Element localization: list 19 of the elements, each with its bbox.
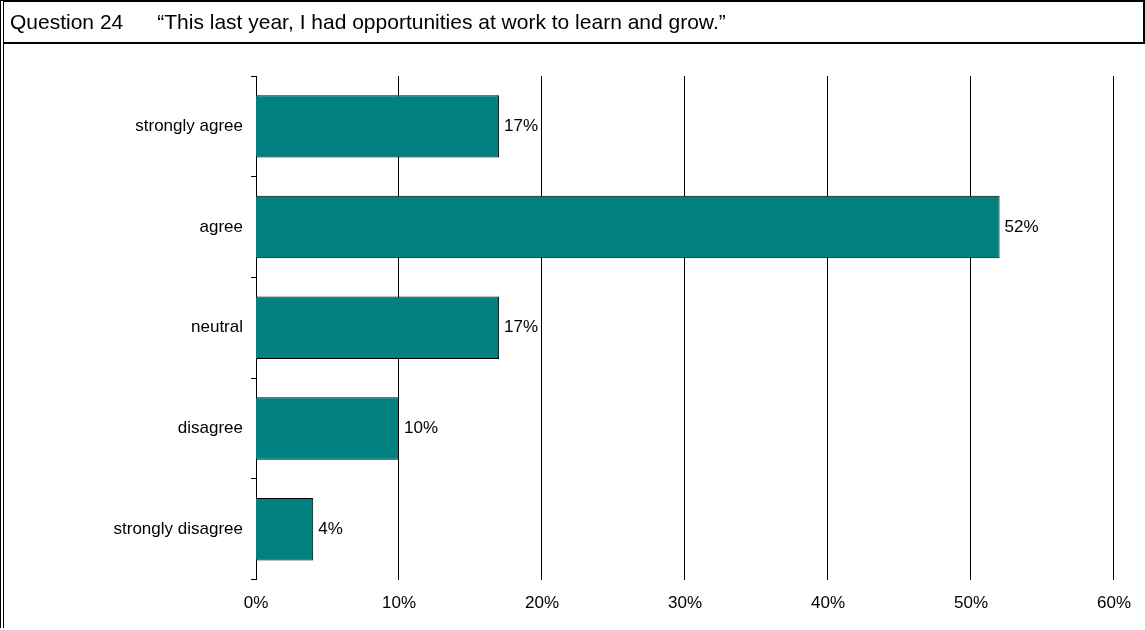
data-label: 17% (504, 116, 539, 136)
data-label: 52% (1004, 216, 1039, 236)
x-tick-label: 0% (243, 593, 269, 613)
x-tick-label: 30% (667, 593, 703, 613)
x-tick-label: 50% (953, 593, 989, 613)
y-tick-label: strongly disagree (113, 518, 243, 538)
x-tick-label: 60% (1096, 593, 1131, 613)
text: Question 24 (10, 10, 124, 33)
y-tick-label: disagree (177, 418, 243, 438)
x-tick-label: 40% (810, 593, 846, 613)
data-label: 17% (504, 317, 539, 337)
chart-subtitle: “This last year, I had opportunities at work to learn and grow.” (157, 10, 726, 33)
x-tick-label: 20% (524, 593, 560, 613)
y-tick-label: agree (199, 216, 243, 236)
x-tick-label: 10% (381, 593, 417, 613)
data-label: 4% (318, 518, 343, 538)
y-tick-label: strongly agree (135, 116, 243, 136)
data-label: 10% (404, 418, 439, 438)
y-tick-label: neutral (191, 317, 243, 337)
